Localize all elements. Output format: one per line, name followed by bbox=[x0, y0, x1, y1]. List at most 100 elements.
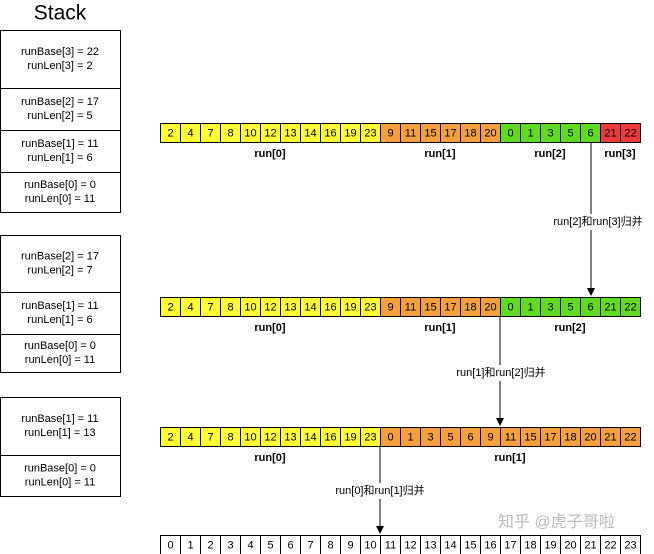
cell-value: 3 bbox=[427, 431, 433, 443]
cell-value: 23 bbox=[364, 301, 376, 313]
cell-value: 3 bbox=[547, 127, 553, 139]
run-label: run[2] bbox=[534, 148, 566, 160]
cell-value: 12 bbox=[404, 539, 416, 551]
stack-box bbox=[0, 235, 121, 293]
cell-value: 7 bbox=[307, 539, 313, 551]
cell-value: 2 bbox=[207, 539, 213, 551]
cell-value: 1 bbox=[527, 301, 533, 313]
cell-value: 13 bbox=[284, 431, 296, 443]
cell-value: 0 bbox=[167, 539, 173, 551]
stack-entry: runBase[0] = 0 bbox=[24, 340, 96, 352]
cell-value: 3 bbox=[547, 301, 553, 313]
cell-value: 11 bbox=[405, 127, 416, 139]
stack-entry: runBase[0] = 0 bbox=[24, 179, 96, 191]
cell-value: 5 bbox=[447, 431, 453, 443]
cell-value: 16 bbox=[324, 431, 336, 443]
cell-value: 5 bbox=[267, 539, 273, 551]
array-cell bbox=[620, 427, 641, 447]
cell-value: 1 bbox=[187, 539, 193, 551]
run-label: run[1] bbox=[424, 148, 456, 160]
stack-title: Stack bbox=[34, 2, 87, 25]
cell-value: 4 bbox=[187, 127, 193, 139]
cell-value: 7 bbox=[207, 301, 213, 313]
cell-value: 16 bbox=[324, 127, 336, 139]
cell-value: 21 bbox=[604, 301, 616, 313]
run-label: run[2] bbox=[554, 322, 586, 334]
run-label: run[0] bbox=[254, 322, 286, 334]
cell-value: 20 bbox=[564, 539, 576, 551]
cell-value: 20 bbox=[484, 127, 496, 139]
stack-entry: runLen[1] = 13 bbox=[24, 427, 95, 439]
cell-value: 17 bbox=[504, 539, 516, 551]
cell-value: 19 bbox=[344, 127, 356, 139]
cell-value: 0 bbox=[507, 301, 513, 313]
cell-value: 16 bbox=[484, 539, 496, 551]
cell-value: 5 bbox=[567, 127, 573, 139]
cell-value: 18 bbox=[464, 127, 476, 139]
cell-value: 1 bbox=[527, 127, 533, 139]
cell-value: 10 bbox=[244, 301, 256, 313]
cell-value: 10 bbox=[364, 539, 376, 551]
stack-entry: runLen[0] = 11 bbox=[25, 354, 95, 366]
cell-value: 4 bbox=[187, 431, 193, 443]
cell-value: 17 bbox=[544, 431, 556, 443]
cell-value: 9 bbox=[347, 539, 353, 551]
cell-value: 22 bbox=[624, 127, 636, 139]
cell-value: 6 bbox=[587, 127, 593, 139]
cell-value: 11 bbox=[385, 539, 396, 551]
cell-value: 11 bbox=[505, 431, 516, 443]
stack-entry: runBase[2] = 17 bbox=[21, 96, 99, 108]
cell-value: 12 bbox=[264, 301, 276, 313]
stack-box bbox=[0, 130, 121, 173]
cell-value: 11 bbox=[405, 301, 416, 313]
cell-value: 20 bbox=[484, 301, 496, 313]
cell-value: 6 bbox=[287, 539, 293, 551]
cell-value: 7 bbox=[207, 127, 213, 139]
cell-value: 23 bbox=[364, 431, 376, 443]
cell-value: 14 bbox=[304, 301, 316, 313]
label-bg bbox=[450, 365, 554, 381]
cell-value: 10 bbox=[244, 431, 256, 443]
stack-entry: runBase[1] = 11 bbox=[21, 413, 98, 425]
cell-value: 19 bbox=[344, 431, 356, 443]
watermark: 知乎 @虎子哥啦 bbox=[498, 513, 615, 531]
cell-value: 7 bbox=[207, 431, 213, 443]
cell-value: 15 bbox=[424, 127, 436, 139]
stack-box bbox=[0, 455, 121, 497]
cell-value: 12 bbox=[264, 431, 276, 443]
cell-value: 14 bbox=[304, 127, 316, 139]
run-label: run[0] bbox=[254, 452, 286, 464]
cell-value: 18 bbox=[524, 539, 536, 551]
cell-value: 19 bbox=[344, 301, 356, 313]
cell-value: 0 bbox=[387, 431, 393, 443]
stack-box bbox=[0, 88, 121, 131]
cell-value: 9 bbox=[387, 127, 393, 139]
cell-value: 17 bbox=[444, 127, 456, 139]
stack-entry: runBase[1] = 11 bbox=[21, 300, 98, 312]
cell-value: 2 bbox=[167, 301, 173, 313]
merge-label: run[0]和run[1]归并 bbox=[335, 483, 424, 497]
stack-entry: runLen[1] = 6 bbox=[27, 314, 92, 326]
stack-entry: runLen[0] = 11 bbox=[25, 476, 95, 488]
cell-value: 22 bbox=[624, 301, 636, 313]
cell-value: 9 bbox=[387, 301, 393, 313]
cell-value: 15 bbox=[464, 539, 476, 551]
stack-entry: runBase[2] = 17 bbox=[21, 250, 99, 262]
cell-value: 22 bbox=[624, 431, 636, 443]
cell-value: 15 bbox=[524, 431, 536, 443]
cell-value: 14 bbox=[304, 431, 316, 443]
cell-value: 13 bbox=[284, 127, 296, 139]
cell-value: 12 bbox=[264, 127, 276, 139]
stack-entry: runBase[0] = 0 bbox=[24, 462, 96, 474]
cell-value: 2 bbox=[167, 127, 173, 139]
cell-value: 8 bbox=[327, 539, 333, 551]
cell-value: 5 bbox=[567, 301, 573, 313]
cell-value: 20 bbox=[584, 431, 596, 443]
cell-value: 18 bbox=[464, 301, 476, 313]
cell-value: 15 bbox=[424, 301, 436, 313]
cell-value: 13 bbox=[424, 539, 436, 551]
cell-value: 16 bbox=[324, 301, 336, 313]
cell-value: 4 bbox=[187, 301, 193, 313]
cell-value: 23 bbox=[624, 539, 636, 551]
cell-value: 22 bbox=[604, 539, 616, 551]
